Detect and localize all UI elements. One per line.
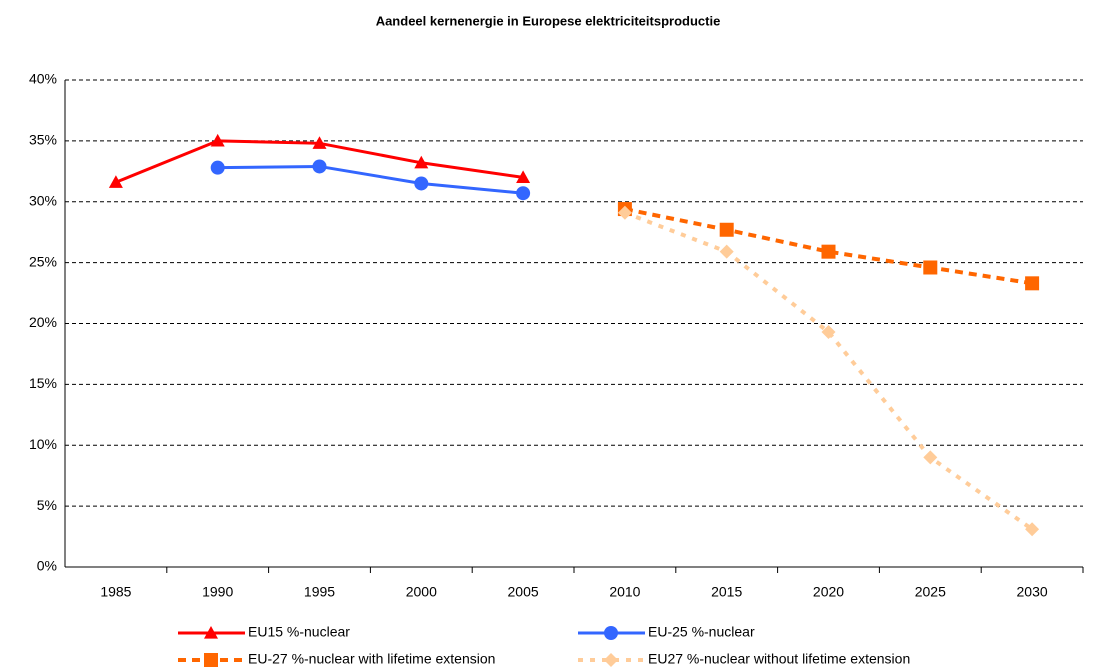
- legend-label: EU27 %-nuclear without lifetime extensio…: [648, 651, 910, 667]
- data-point: [414, 176, 429, 191]
- y-tick-label: 10%: [29, 436, 57, 452]
- data-point: [719, 244, 734, 259]
- series-line: [217, 164, 524, 195]
- legend-marker: [604, 653, 618, 667]
- x-tick-label: 2020: [813, 584, 844, 600]
- x-tick-label: 2025: [915, 584, 946, 600]
- x-tick-label: 1995: [304, 584, 335, 600]
- data-point: [617, 205, 632, 220]
- x-tick-label: 2010: [609, 584, 640, 600]
- data-point: [923, 450, 938, 465]
- x-tick-label: 1985: [100, 584, 131, 600]
- data-point: [414, 155, 429, 169]
- data-point: [821, 244, 836, 259]
- chart-title: Aandeel kernenergie in Europese elektric…: [376, 13, 721, 28]
- y-tick-label: 20%: [29, 314, 57, 330]
- data-point: [210, 133, 225, 147]
- y-tick-label: 35%: [29, 132, 57, 148]
- x-tick-label: 2015: [711, 584, 742, 600]
- y-tick-label: 25%: [29, 253, 57, 269]
- x-tick-label: 2005: [508, 584, 539, 600]
- data-point: [719, 222, 734, 237]
- data-point: [1025, 276, 1040, 291]
- data-point: [312, 136, 327, 149]
- legend-label: EU15 %-nuclear: [248, 624, 350, 640]
- data-point: [516, 186, 531, 201]
- legend-label: EU-25 %-nuclear: [648, 624, 755, 640]
- data-point: [516, 170, 531, 183]
- x-tick-label: 1990: [202, 584, 233, 600]
- data-point: [108, 175, 123, 188]
- legend-marker: [204, 626, 218, 639]
- legend-marker: [204, 653, 218, 667]
- y-tick-label: 15%: [29, 375, 57, 391]
- data-point: [821, 325, 836, 340]
- y-tick-label: 5%: [37, 497, 57, 513]
- series-line: [624, 210, 1034, 531]
- legend-marker: [604, 626, 618, 640]
- legend-label: EU-27 %-nuclear with lifetime extension: [248, 651, 495, 667]
- y-tick-label: 30%: [29, 192, 57, 208]
- y-tick-label: 40%: [29, 71, 57, 87]
- data-point: [210, 160, 225, 175]
- data-point: [312, 159, 327, 174]
- x-tick-label: 2030: [1017, 584, 1048, 600]
- y-tick-label: 0%: [37, 558, 57, 574]
- x-tick-label: 2000: [406, 584, 437, 600]
- data-point: [1025, 522, 1040, 537]
- data-point: [923, 260, 938, 275]
